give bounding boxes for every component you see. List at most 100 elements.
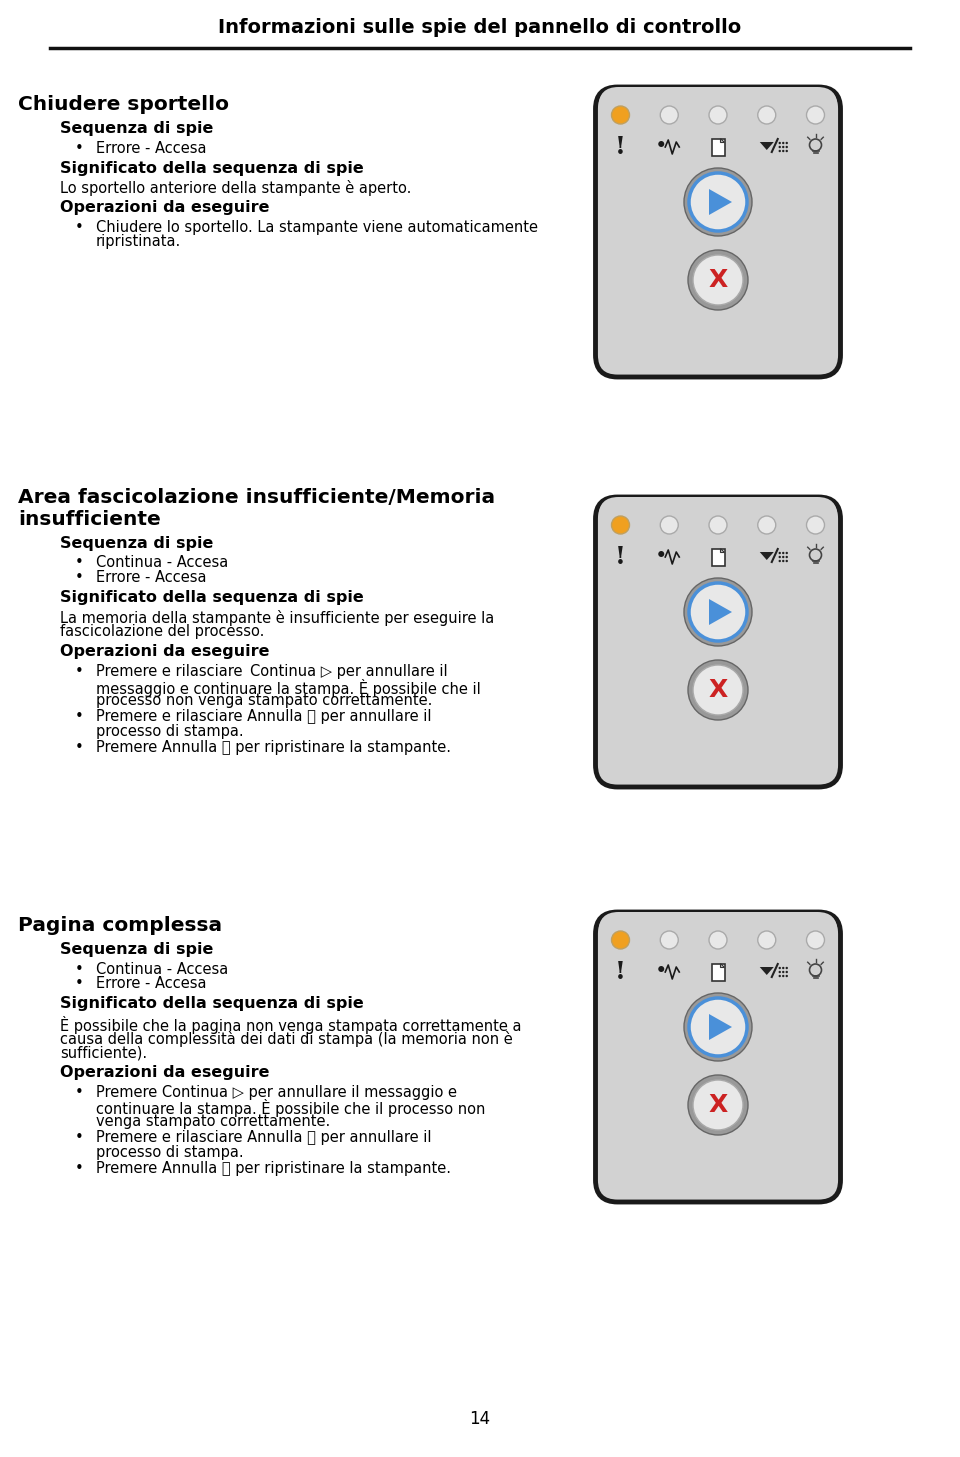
Text: Premere Annulla Ⓧ per ripristinare la stampante.: Premere Annulla Ⓧ per ripristinare la st… [96,740,451,755]
Circle shape [688,1075,748,1135]
Circle shape [782,559,784,562]
FancyBboxPatch shape [595,912,841,1202]
Circle shape [757,106,776,124]
Text: •: • [75,555,84,570]
Text: processo di stampa.: processo di stampa. [96,1145,244,1160]
FancyBboxPatch shape [598,912,837,967]
Text: sufficiente).: sufficiente). [60,1045,147,1061]
Text: Operazioni da eseguire: Operazioni da eseguire [60,644,270,659]
Circle shape [785,559,788,562]
Circle shape [693,664,743,715]
Circle shape [782,150,784,152]
FancyBboxPatch shape [598,87,837,141]
Text: Continua - Accesa: Continua - Accesa [96,555,228,570]
Circle shape [782,146,784,149]
Circle shape [785,967,788,969]
Text: •: • [75,664,84,679]
Text: !: ! [615,960,626,983]
Circle shape [782,555,784,558]
Text: Continua - Accesa: Continua - Accesa [96,962,228,976]
Text: venga stampato correttamente.: venga stampato correttamente. [96,1115,330,1129]
Circle shape [709,931,727,949]
Circle shape [612,931,630,949]
Text: continuare la stampa. È possibile che il processo non: continuare la stampa. È possibile che il… [96,1100,486,1118]
FancyBboxPatch shape [598,497,837,552]
Text: Premere e rilasciare  Continua ▷ per annullare il: Premere e rilasciare Continua ▷ per annu… [96,664,447,679]
FancyBboxPatch shape [711,963,725,981]
Circle shape [612,516,630,535]
Text: Operazioni da eseguire: Operazioni da eseguire [60,1065,270,1080]
Text: Sequenza di spie: Sequenza di spie [60,121,213,136]
Circle shape [693,255,743,305]
Circle shape [779,967,780,969]
Circle shape [689,173,747,232]
Polygon shape [709,1014,732,1040]
FancyBboxPatch shape [595,87,841,377]
Circle shape [785,970,788,973]
Circle shape [684,578,752,645]
Text: •: • [75,740,84,755]
Text: Premere Continua ▷ per annullare il messaggio e: Premere Continua ▷ per annullare il mess… [96,1085,457,1100]
Text: !: ! [615,545,626,570]
Circle shape [688,251,748,310]
Text: La memoria della stampante è insufficiente per eseguire la: La memoria della stampante è insufficien… [60,609,494,625]
Circle shape [779,559,780,562]
Polygon shape [721,963,725,967]
Circle shape [684,168,752,236]
Text: causa della complessità dei dati di stampa (la memoria non è: causa della complessità dei dati di stam… [60,1030,513,1046]
Circle shape [785,141,788,144]
Text: Lo sportello anteriore della stampante è aperto.: Lo sportello anteriore della stampante è… [60,181,412,197]
Text: Sequenza di spie: Sequenza di spie [60,943,213,957]
Text: X: X [708,1093,728,1118]
Text: Chiudere sportello: Chiudere sportello [18,95,229,114]
Circle shape [779,555,780,558]
Circle shape [782,552,784,554]
Circle shape [660,516,679,535]
Polygon shape [721,138,725,143]
Circle shape [782,141,784,144]
Text: Pagina complessa: Pagina complessa [18,916,222,935]
Circle shape [612,106,630,124]
Circle shape [785,552,788,554]
Polygon shape [709,189,732,216]
Text: Premere e rilasciare Annulla Ⓧ per annullare il: Premere e rilasciare Annulla Ⓧ per annul… [96,1131,431,1145]
Circle shape [689,998,747,1056]
Circle shape [689,583,747,641]
Circle shape [785,975,788,978]
Text: X: X [708,268,728,291]
Polygon shape [759,552,774,559]
Text: Significato della sequenza di spie: Significato della sequenza di spie [60,997,364,1011]
Circle shape [709,106,727,124]
Text: •: • [75,1085,84,1100]
Polygon shape [709,599,732,625]
Circle shape [782,975,784,978]
Circle shape [709,516,727,535]
Text: fascicolazione del processo.: fascicolazione del processo. [60,624,264,640]
Text: Errore - Accesa: Errore - Accesa [96,570,206,586]
Circle shape [684,994,752,1061]
Text: processo di stampa.: processo di stampa. [96,724,244,739]
Circle shape [779,146,780,149]
FancyBboxPatch shape [595,497,841,787]
Text: •: • [75,710,84,724]
Text: Area fascicolazione insufficiente/Memoria: Area fascicolazione insufficiente/Memori… [18,488,495,507]
Circle shape [688,660,748,720]
Circle shape [693,1080,743,1131]
Circle shape [757,931,776,949]
FancyBboxPatch shape [711,138,725,156]
Circle shape [806,516,825,535]
Text: processo non venga stampato correttamente.: processo non venga stampato correttament… [96,694,432,708]
Circle shape [659,141,664,147]
Text: Errore - Accesa: Errore - Accesa [96,976,206,991]
Circle shape [806,106,825,124]
Text: Operazioni da eseguire: Operazioni da eseguire [60,200,270,216]
Text: Informazioni sulle spie del pannello di controllo: Informazioni sulle spie del pannello di … [218,17,742,36]
Text: X: X [708,678,728,702]
Text: Errore - Accesa: Errore - Accesa [96,141,206,156]
Circle shape [660,106,679,124]
Text: •: • [75,962,84,976]
Text: Premere e rilasciare Annulla Ⓧ per annullare il: Premere e rilasciare Annulla Ⓧ per annul… [96,710,431,724]
Text: Sequenza di spie: Sequenza di spie [60,536,213,551]
Circle shape [806,931,825,949]
Text: •: • [75,570,84,586]
